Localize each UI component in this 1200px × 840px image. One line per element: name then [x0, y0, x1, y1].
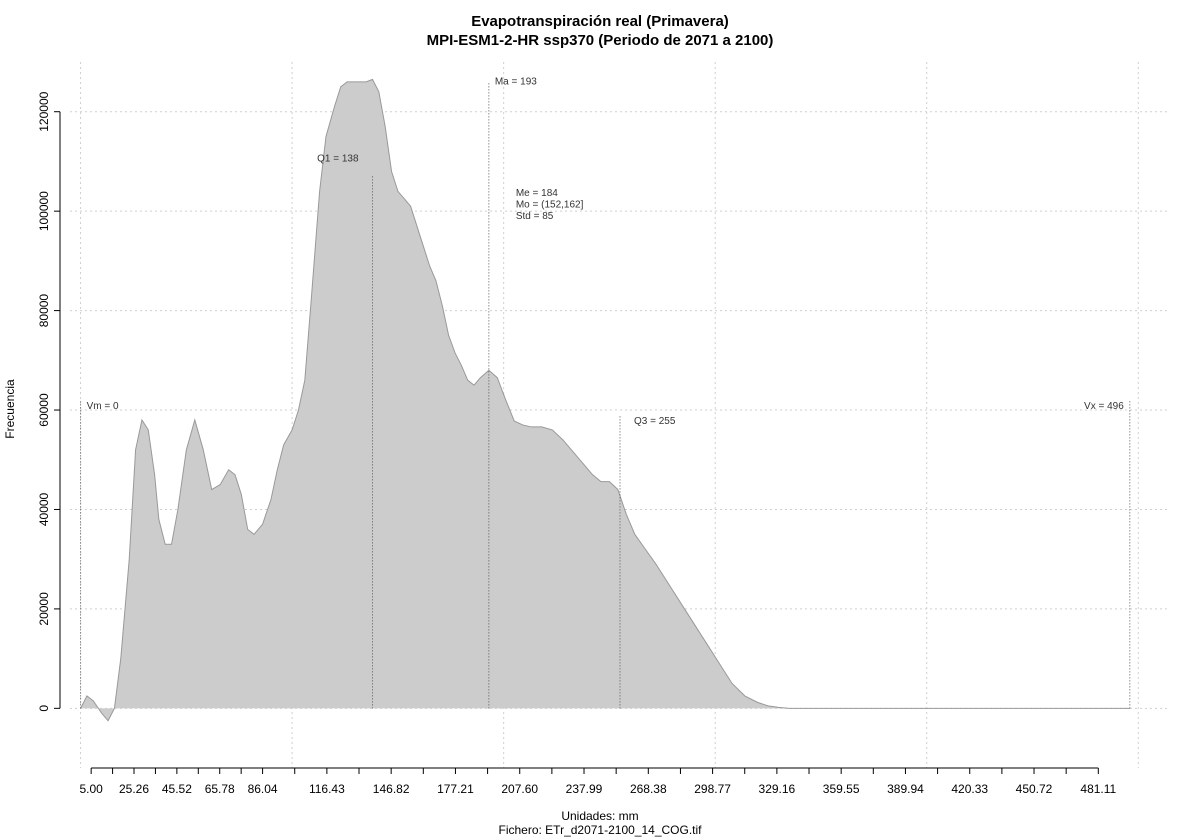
- x-tick-label: 5.00: [79, 782, 103, 796]
- marker-label-q1: Q1 = 138: [317, 153, 359, 164]
- y-tick-label: 120000: [37, 91, 51, 131]
- x-tick-label: 389.94: [887, 782, 924, 796]
- x-tick-label: 116.43: [309, 782, 345, 796]
- x-tick-label: 268.38: [630, 782, 667, 796]
- marker-label-q3: Q3 = 255: [634, 416, 676, 427]
- x-tick-label: 45.52: [162, 782, 192, 796]
- density-area: [80, 79, 1130, 721]
- marker-label-ma: Ma = 193: [495, 76, 537, 87]
- x-tick-label: 146.82: [373, 782, 410, 796]
- x-tick-label: 177.21: [437, 782, 474, 796]
- x-tick-label: 207.60: [501, 782, 538, 796]
- y-tick-label: 0: [37, 705, 51, 712]
- stat-label-0: Me = 184: [516, 188, 558, 199]
- chart-subtitle: MPI-ESM1-2-HR ssp370 (Periodo de 2071 a …: [426, 32, 774, 49]
- x-tick-label: 329.16: [759, 782, 796, 796]
- chart-title: Evapotranspiración real (Primavera): [471, 13, 729, 30]
- x-tick-label: 359.55: [823, 782, 860, 796]
- x-axis-label: Unidades: mm: [561, 809, 639, 823]
- stat-label-2: Std = 85: [516, 211, 554, 222]
- y-tick-label: 80000: [37, 294, 51, 328]
- x-tick-label: 237.99: [566, 782, 603, 796]
- y-tick-label: 20000: [37, 592, 51, 626]
- marker-label-vx: Vx = 496: [1084, 401, 1124, 412]
- x-tick-label: 25.26: [119, 782, 149, 796]
- density-line: [80, 78, 1130, 722]
- x-tick-label: 420.33: [951, 782, 988, 796]
- x-tick-label: 481.11: [1080, 782, 1116, 796]
- x-tick-label: 86.04: [248, 782, 278, 796]
- stat-label-1: Mo = (152,162]: [516, 200, 584, 211]
- x-tick-label: 65.78: [205, 782, 235, 796]
- y-tick-label: 100000: [37, 191, 51, 231]
- x-tick-label: 450.72: [1016, 782, 1053, 796]
- y-tick-label: 60000: [37, 393, 51, 427]
- file-caption: Fichero: ETr_d2071-2100_14_COG.tif: [498, 823, 702, 837]
- y-tick-label: 40000: [37, 492, 51, 526]
- marker-label-vm: Vm = 0: [87, 401, 119, 412]
- x-tick-label: 298.77: [694, 782, 731, 796]
